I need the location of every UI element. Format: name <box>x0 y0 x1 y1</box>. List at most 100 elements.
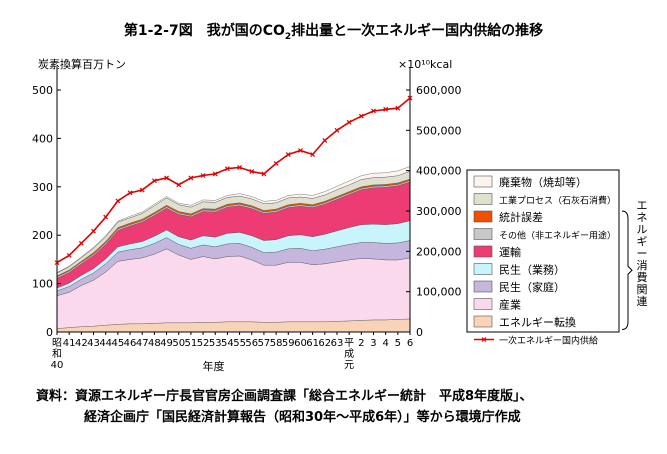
legend-label: その他（非エネルギー用途） <box>499 230 616 242</box>
y-left-tick-label: 200 <box>32 229 53 242</box>
line-point-marker <box>298 148 303 153</box>
legend-swatch <box>473 245 493 258</box>
line-point-marker <box>322 137 328 143</box>
line-point-marker <box>103 214 109 220</box>
line-point-marker <box>78 240 84 246</box>
x-axis-label: 年度 <box>203 359 225 373</box>
y-left-tick-label: 100 <box>32 278 53 291</box>
line-point-marker <box>237 165 243 170</box>
x-tick-label: 61 <box>306 338 319 349</box>
line-point-marker <box>334 127 340 133</box>
y-left-tick-label: 400 <box>32 132 53 145</box>
legend-bracket <box>621 210 633 330</box>
line-point-marker <box>115 198 121 204</box>
legend-swatch <box>473 315 493 328</box>
line-point-marker <box>261 171 267 177</box>
x-tick-label: 4 <box>382 338 388 349</box>
x-tick-label: 42 <box>75 338 88 349</box>
line-point-marker <box>224 166 230 172</box>
x-tick-label: 5 <box>395 338 401 349</box>
line-point-marker <box>151 178 157 184</box>
line-point-marker <box>358 113 364 119</box>
legend-label: 産業 <box>499 299 521 312</box>
line-point-marker <box>200 173 206 178</box>
x-tick-label: 昭和 40 <box>51 337 64 371</box>
x-tick-label: 63 <box>331 338 344 349</box>
line-point-marker <box>91 228 96 234</box>
x-tick-label: 55 <box>233 338 246 349</box>
x-tick-label: 53 <box>209 338 222 349</box>
x-tick-label: 3 <box>370 338 376 349</box>
line-point-marker <box>212 171 218 177</box>
x-tick-label: 59 <box>282 338 295 349</box>
chart-title: 第1-2-7図 我が国のCO2排出量と一次エネルギー国内供給の推移 <box>123 23 544 42</box>
x-tick-label: 44 <box>99 338 112 349</box>
x-tick-label: 52 <box>197 338 210 349</box>
y-right-tick-label: 200,000 <box>416 245 462 258</box>
legend-label: 統計誤差 <box>499 210 543 224</box>
line-point-marker <box>188 175 194 181</box>
legend-label: 運輸 <box>499 245 521 259</box>
y-right-tick-label: 500,000 <box>416 124 462 137</box>
legend-label: 廃棄物（焼却等） <box>499 175 587 189</box>
x-tick-label: 47 <box>136 338 149 349</box>
legend-swatch <box>473 228 493 240</box>
legend-swatch <box>473 280 493 293</box>
line-point-marker <box>164 175 169 181</box>
legend-swatch <box>473 210 493 223</box>
line-point-marker <box>407 95 413 101</box>
y-right-tick-label: 0 <box>416 326 423 339</box>
x-tick-label: 56 <box>245 338 258 349</box>
y-left-tick-label: 500 <box>32 84 53 97</box>
x-tick-label: 54 <box>221 338 234 349</box>
x-tick-label: 6 <box>407 338 413 349</box>
x-tick-label: 46 <box>124 338 137 349</box>
x-tick-label: 62 <box>318 338 331 349</box>
line-point-marker <box>383 106 389 112</box>
bracket-label: エネルギー消費関連 <box>637 199 648 308</box>
legend-swatch <box>473 193 493 205</box>
line-point-marker <box>285 152 291 157</box>
line-point-marker <box>310 152 316 157</box>
legend-box <box>466 169 620 333</box>
legend-swatch <box>473 263 493 275</box>
line-point-marker <box>371 108 376 114</box>
line-point-marker <box>395 105 401 111</box>
y-left-tick-label: 300 <box>32 181 53 194</box>
x-tick-label: 60 <box>294 338 307 349</box>
x-tick-label: 57 <box>258 338 271 349</box>
x-tick-label: 51 <box>185 338 198 349</box>
line-point-marker <box>176 182 182 188</box>
x-tick-label: 48 <box>148 338 161 349</box>
line-point-marker <box>139 187 145 193</box>
y-axis-right-label: ×10¹⁰kcal <box>398 58 452 71</box>
source-line-1: 資料：資源エネルギー庁長官官房企画調査課「総合エネルギー統計 平成8年度版」、 <box>36 389 533 404</box>
legend-label: 工業プロセス（石灰石消費） <box>499 195 616 207</box>
legend-label: 民生（家庭） <box>499 280 565 294</box>
line-point-marker <box>346 119 352 125</box>
x-tick-label: 58 <box>270 338 283 349</box>
legend-swatch <box>473 298 493 310</box>
x-tick-label: 49 <box>160 338 173 349</box>
y-right-tick-label: 600,000 <box>416 84 462 97</box>
x-tick-label: 平成元 <box>344 338 354 371</box>
x-tick-label: 45 <box>111 338 124 349</box>
y-right-tick-label: 100,000 <box>416 286 462 299</box>
x-tick-label: 43 <box>87 338 100 349</box>
x-tick-label: 2 <box>358 338 364 349</box>
line-point-marker <box>54 260 60 266</box>
x-tick-label: 50 <box>172 338 185 349</box>
y-right-tick-label: 300,000 <box>416 205 462 218</box>
legend-label: 民生（業務） <box>499 263 565 277</box>
source-line-2: 経済企画庁「国民経済計算報告（昭和30年～平成6年）」等から環境庁作成 <box>84 410 521 425</box>
line-series-primary-energy <box>56 97 411 264</box>
source-note: 資料：資源エネルギー庁長官官房企画調査課「総合エネルギー統計 平成8年度版」、 … <box>36 386 533 428</box>
y-right-tick-label: 400,000 <box>416 165 462 178</box>
y-axis-left-label: 炭素換算百万トン <box>38 57 126 71</box>
legend-label: 一次エネルギー国内供給 <box>499 335 598 347</box>
x-tick-label: 41 <box>63 338 76 349</box>
line-point-marker <box>273 160 279 166</box>
legend-swatch <box>473 175 493 188</box>
y-left-tick-label: 0 <box>46 326 53 339</box>
